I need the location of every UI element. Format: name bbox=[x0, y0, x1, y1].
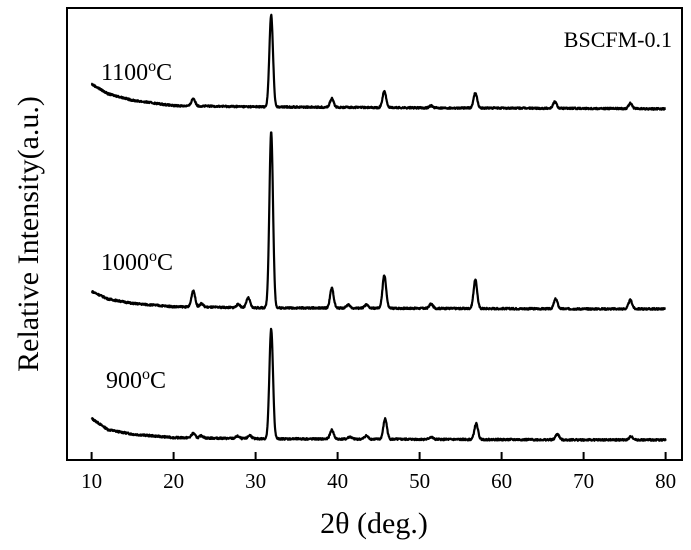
x-tick-label-10: 10 bbox=[81, 469, 102, 493]
series-labels: 900oC1000oC1100oC bbox=[101, 58, 173, 394]
x-tick-label-40: 40 bbox=[327, 469, 348, 493]
traces bbox=[92, 15, 666, 441]
series-label-unit: C bbox=[157, 250, 173, 276]
series-label-900: 900oC bbox=[106, 366, 166, 394]
trace-900 bbox=[92, 329, 666, 441]
series-label-1100: 1100oC bbox=[101, 58, 172, 86]
series-label-unit: C bbox=[156, 60, 172, 86]
degree-superscript: o bbox=[149, 248, 157, 265]
series-label-value: 900 bbox=[106, 368, 142, 394]
trace-1000 bbox=[92, 132, 666, 309]
series-label-unit: C bbox=[150, 368, 166, 394]
x-tick-label-60: 60 bbox=[491, 469, 512, 493]
degree-superscript: o bbox=[142, 366, 150, 383]
series-label-1000: 1000oC bbox=[101, 248, 173, 276]
x-tick-label-80: 80 bbox=[655, 469, 676, 493]
x-tick-label-50: 50 bbox=[409, 469, 430, 493]
sample-annotation: BSCFM-0.1 bbox=[564, 27, 672, 52]
series-label-value: 1000 bbox=[101, 250, 149, 276]
x-axis-title: 2θ (deg.) bbox=[320, 507, 428, 540]
y-axis-title: Relative Intensity(a.u.) bbox=[12, 96, 45, 372]
x-tick-label-70: 70 bbox=[573, 469, 594, 493]
x-tick-label-20: 20 bbox=[163, 469, 184, 493]
x-tick-label-30: 30 bbox=[245, 469, 266, 493]
x-axis-ticks: 10 20 30 40 50 60 70 80 bbox=[81, 452, 676, 493]
series-label-value: 1100 bbox=[101, 60, 148, 86]
degree-superscript: o bbox=[148, 58, 156, 75]
